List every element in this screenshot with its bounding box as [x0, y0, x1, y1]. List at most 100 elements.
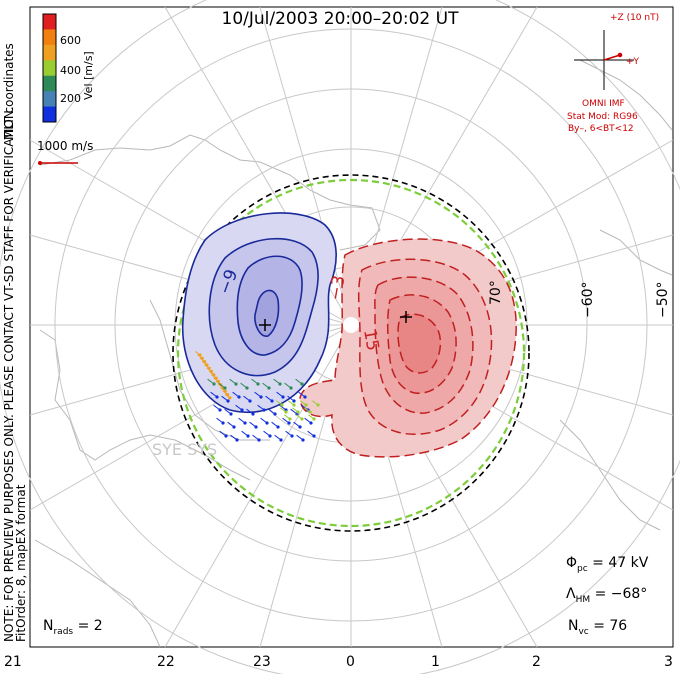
velocity-vector-origin	[218, 408, 222, 412]
mlt-tick-21: 21	[4, 654, 22, 670]
velocity-vector-origin	[221, 421, 225, 425]
imf-y-label: +Y	[626, 57, 640, 67]
fit-order-label: FitOrder: 8, mapEX format	[14, 484, 28, 642]
mlt-tick-3: 3	[664, 654, 673, 670]
velocity-vector-origin	[273, 412, 277, 416]
velocity-vector-origin	[292, 399, 296, 403]
velocity-scale-label: 1000 m/s	[37, 139, 94, 153]
velocity-vector-origin	[303, 395, 307, 399]
velocity-vector-origin	[298, 425, 302, 429]
colorbar-segment	[43, 75, 56, 92]
contour-label-neg3: −3	[325, 273, 350, 303]
mlt-tick-2: 2	[532, 654, 541, 670]
velocity-vector-origin	[288, 417, 292, 421]
velocity-vector-origin	[278, 382, 282, 386]
colorbar-segment	[43, 91, 56, 108]
velocity-vector-origin	[308, 410, 312, 414]
velocity-vector-origin	[226, 399, 230, 403]
potential-maximum-marker	[400, 311, 412, 323]
velocity-vector-origin	[237, 395, 241, 399]
mlt-tick-1: 1	[431, 654, 440, 670]
velocity-vector-origin	[224, 434, 228, 438]
lat-label-70: 70°	[488, 280, 504, 305]
mlt-tick-23: 23	[253, 654, 271, 670]
velocity-vector-origin	[268, 434, 272, 438]
velocity-vector-origin	[287, 421, 291, 425]
negative-potential-cell	[181, 212, 337, 413]
imf-model-line2: By–, 6<BT<12	[568, 124, 634, 134]
velocity-vector-origin	[312, 417, 316, 421]
colorbar-segment	[43, 44, 56, 61]
lat-label-60: −60°	[580, 281, 596, 318]
velocity-vector-origin	[281, 395, 285, 399]
stat-lambda-hm: ΛHM = −68°	[566, 586, 647, 605]
velocity-vector-origin	[284, 410, 288, 414]
stat-nrads-symbol: N	[43, 618, 54, 634]
stat-phi-pc: Φpc = 47 kV	[566, 555, 648, 574]
velocity-colorbar	[42, 13, 57, 123]
potential-minimum-marker	[259, 319, 271, 331]
imf-dial	[574, 30, 634, 90]
velocity-vector-origin	[262, 408, 266, 412]
velocity-vector-origin	[292, 403, 296, 407]
stat-lambda-symbol: Λ	[566, 586, 576, 602]
velocity-vector-origin	[316, 403, 320, 407]
velocity-scale-bar	[38, 161, 78, 165]
velocity-vector-origin	[215, 395, 219, 399]
velocity-vector-origin	[289, 386, 293, 390]
station-label: SYE SYS	[152, 440, 218, 459]
velocity-vector-origin	[309, 421, 313, 425]
velocity-vector-origin	[246, 434, 250, 438]
stat-phi-symbol: Φ	[566, 555, 578, 571]
velocity-vector-origin	[243, 421, 247, 425]
velocity-vector-origin	[256, 382, 260, 386]
hm-boundary-green	[176, 178, 526, 528]
stat-nrads-subscript: rads	[53, 626, 74, 637]
colorbar-tick-600: 600	[60, 34, 81, 47]
colorbar-segment	[43, 29, 56, 46]
stat-phi-subscript: pc	[577, 563, 588, 574]
stat-phi-value: = 47 kV	[592, 555, 649, 571]
velocity-vector-origin	[228, 396, 232, 400]
velocity-vector-origin	[300, 417, 304, 421]
velocity-vector-origin	[254, 425, 258, 429]
hm-boundary-black	[172, 174, 530, 532]
velocity-vector-origin	[296, 410, 300, 414]
velocity-vector-origin	[229, 412, 233, 416]
velocity-vector-origin	[312, 434, 316, 438]
lat-label-50: −50°	[655, 281, 671, 318]
velocity-vector-origin	[276, 425, 280, 429]
velocity-vector-origin	[212, 382, 216, 386]
velocity-vector-origin	[270, 399, 274, 403]
map-title: 10/Jul/2003 20:00–20:02 UT	[221, 9, 459, 29]
velocity-vector-origin	[251, 412, 255, 416]
colorbar-segment	[43, 106, 56, 123]
velocity-vector-origin	[265, 421, 269, 425]
velocity-vector-origin	[223, 386, 227, 390]
imf-z-label: +Z (10 nT)	[610, 13, 660, 23]
contour-label-15: 15	[359, 327, 383, 353]
colorbar-segment	[43, 60, 56, 77]
colorbar-label: Vel [m/s]	[82, 51, 95, 100]
stat-lambda-value: = −68°	[594, 586, 648, 602]
velocity-vector-origin	[232, 425, 236, 429]
stat-nvc-symbol: N	[568, 618, 579, 634]
velocity-vector-origin	[280, 403, 284, 407]
stat-nvc: Nvc = 76	[568, 618, 627, 637]
stat-nrads: Nrads = 2	[43, 618, 103, 637]
velocity-vector-origin	[304, 403, 308, 407]
stat-nrads-value: = 2	[77, 618, 103, 634]
velocity-vector-origin	[300, 382, 304, 386]
velocity-vector-origin	[248, 399, 252, 403]
velocity-vector-origin	[279, 438, 283, 442]
colorbar-tick-400: 400	[60, 64, 81, 77]
velocity-vector-origin	[257, 438, 261, 442]
stat-lambda-subscript: HM	[575, 594, 591, 605]
velocity-vector-origin	[234, 382, 238, 386]
mlt-tick-0: 0	[346, 654, 355, 670]
velocity-vector-origin	[267, 386, 271, 390]
velocity-vector-origin	[301, 438, 305, 442]
stat-nvc-value: = 76	[593, 618, 628, 634]
